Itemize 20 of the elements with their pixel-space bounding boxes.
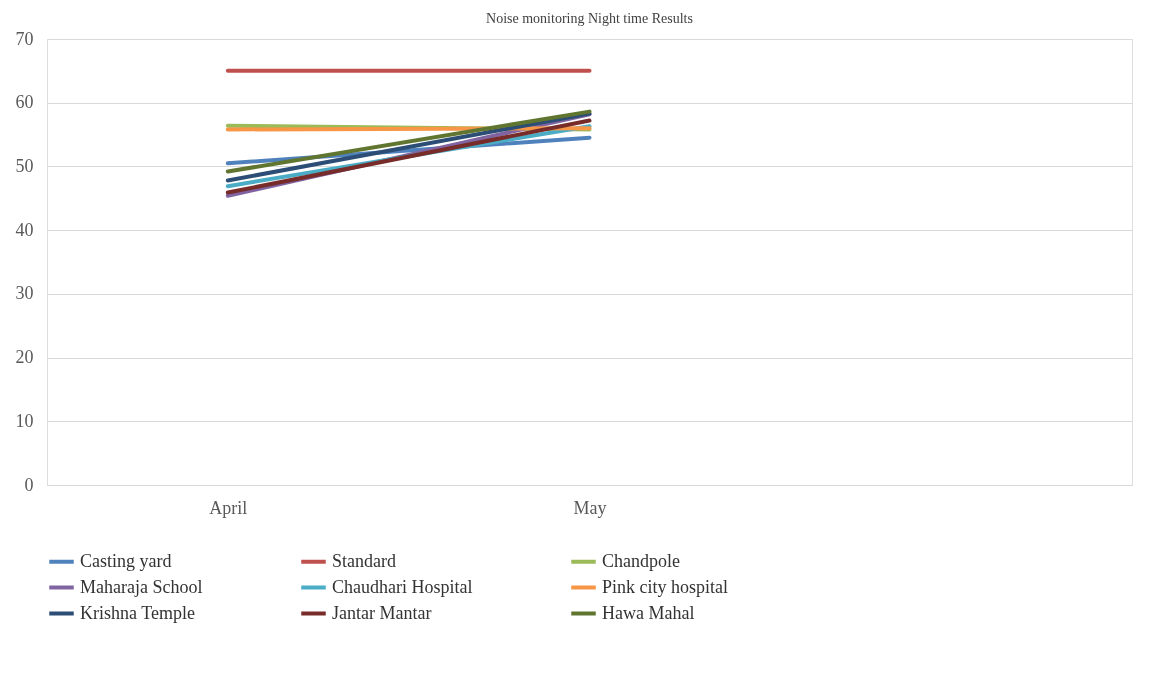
legend-label: Pink city hospital	[602, 576, 728, 597]
y-tick-label: 50	[15, 155, 34, 176]
legend-label: Jantar Mantar	[332, 602, 432, 623]
x-tick-label: May	[573, 497, 607, 518]
x-tick-label: April	[209, 497, 248, 518]
legend-label: Hawa Mahal	[602, 602, 695, 623]
legend-label: Standard	[332, 550, 396, 571]
y-tick-label: 20	[15, 347, 34, 368]
y-tick-label: 40	[15, 219, 34, 240]
y-tick-label: 60	[15, 92, 34, 113]
legend-label: Casting yard	[80, 550, 172, 571]
y-tick-label: 70	[15, 28, 34, 49]
legend-label: Krishna Temple	[80, 602, 195, 623]
legend-label: Chaudhari Hospital	[332, 576, 473, 597]
legend-label: Maharaja School	[80, 576, 203, 597]
y-tick-label: 0	[24, 474, 34, 495]
chart-title: Noise monitoring Night time Results	[486, 11, 693, 26]
y-tick-label: 10	[15, 410, 34, 431]
y-tick-label: 30	[15, 283, 34, 304]
legend-label: Chandpole	[602, 550, 680, 571]
